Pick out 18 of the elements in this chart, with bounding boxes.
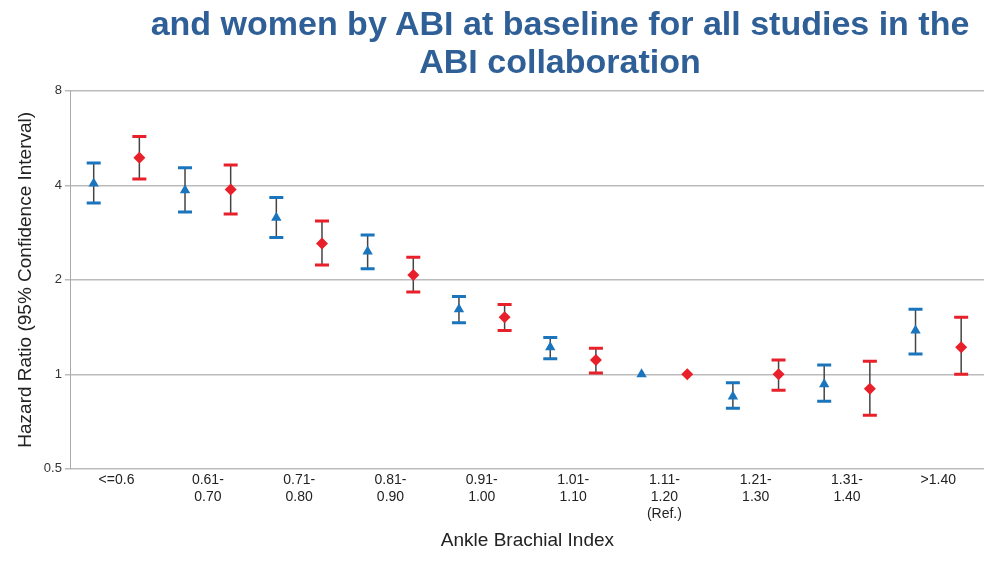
x-tick-label: >1.40: [920, 471, 957, 488]
y-tick-label: 1: [54, 365, 62, 381]
x-tick-label: 0.71- 0.80: [283, 471, 316, 504]
x-tick-label: 1.21- 1.30: [739, 471, 773, 504]
x-tick-label: 1.11- 1.20 (Ref.): [646, 471, 682, 521]
x-tick-label: 1.01- 1.10: [557, 471, 590, 504]
y-tick-label: 2: [54, 271, 62, 287]
x-tick-label: 1.31- 1.40: [831, 471, 864, 504]
x-tick-label: 0.91- 1.00: [465, 471, 499, 504]
chart-title: and women by ABI at baseline for all studies in the ABI collaboration: [150, 4, 970, 80]
x-tick-label: <=0.6: [98, 471, 135, 488]
y-axis-title: Hazard Ratio (95% Confidence Interval): [13, 111, 35, 448]
x-axis-title: Ankle Brachial Index: [440, 528, 615, 550]
x-tick-label: 0.61- 0.70: [191, 471, 225, 504]
y-tick-label: 4: [54, 176, 62, 192]
y-tick-label: 8: [54, 82, 62, 98]
y-tick-label: 0.5: [43, 460, 62, 476]
x-tick-label: 0.81- 0.90: [374, 471, 407, 504]
